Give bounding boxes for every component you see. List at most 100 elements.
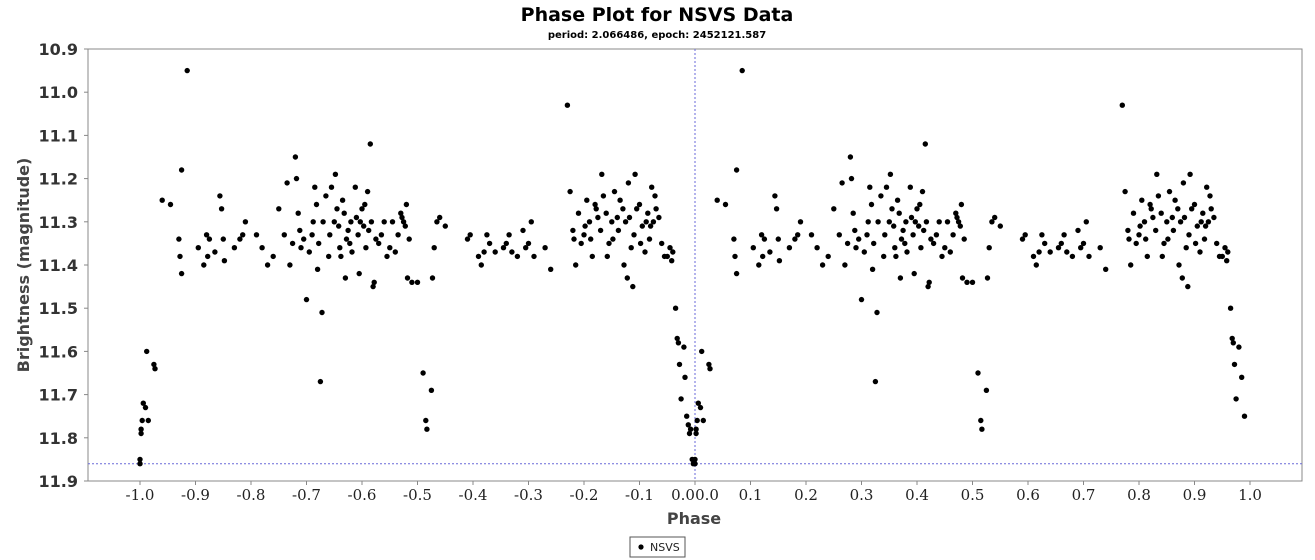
data-point xyxy=(1136,232,1142,238)
data-point xyxy=(926,279,932,285)
data-point xyxy=(359,206,365,212)
data-point xyxy=(850,210,856,216)
data-point xyxy=(664,253,670,260)
legend: NSVS xyxy=(629,536,686,558)
data-point xyxy=(897,275,904,281)
data-point xyxy=(403,201,410,208)
data-point xyxy=(1019,236,1026,242)
data-point xyxy=(964,279,970,285)
data-point xyxy=(681,344,687,350)
data-point xyxy=(672,305,679,311)
data-point xyxy=(366,227,372,234)
data-point xyxy=(1139,197,1145,203)
data-point xyxy=(670,249,676,255)
data-point xyxy=(1169,214,1176,221)
data-point xyxy=(1133,240,1139,247)
data-point xyxy=(348,219,354,225)
legend-box xyxy=(629,536,686,558)
data-point xyxy=(378,232,385,238)
data-point xyxy=(409,279,415,285)
data-point xyxy=(978,417,984,424)
data-point xyxy=(1078,245,1084,251)
data-point xyxy=(484,232,490,238)
data-point xyxy=(548,266,554,272)
x-tick-label: 0.8 xyxy=(1127,486,1151,504)
data-point xyxy=(706,361,712,368)
data-point xyxy=(621,262,627,268)
data-point xyxy=(864,232,870,238)
data-point xyxy=(852,227,858,234)
data-point xyxy=(739,67,745,74)
data-point xyxy=(958,201,965,208)
data-point xyxy=(253,232,260,238)
data-point xyxy=(1119,102,1126,108)
data-point xyxy=(506,232,512,238)
data-point xyxy=(1036,249,1042,255)
data-point xyxy=(292,154,299,160)
data-point xyxy=(620,206,626,212)
data-point xyxy=(1069,253,1076,260)
data-point xyxy=(878,193,884,199)
data-point xyxy=(571,236,577,242)
data-point xyxy=(1147,201,1153,208)
data-point xyxy=(564,102,571,108)
data-point xyxy=(442,223,448,229)
data-point xyxy=(1241,413,1248,419)
data-point xyxy=(808,232,815,238)
data-point xyxy=(1130,210,1137,216)
data-point xyxy=(872,378,879,385)
data-point xyxy=(1144,253,1151,260)
data-point xyxy=(921,227,927,234)
data-point xyxy=(732,253,738,260)
data-point xyxy=(912,219,918,225)
data-point xyxy=(786,245,793,251)
data-point xyxy=(1204,184,1210,190)
data-point xyxy=(1055,245,1062,251)
data-point xyxy=(773,206,780,212)
data-point xyxy=(814,245,820,251)
data-point xyxy=(467,232,473,238)
data-point xyxy=(317,378,324,385)
data-point xyxy=(1148,206,1154,212)
y-tick-label: 11.5 xyxy=(39,299,78,318)
data-point xyxy=(1201,236,1208,242)
data-point xyxy=(699,348,705,355)
data-point xyxy=(138,430,144,437)
data-point xyxy=(314,266,321,272)
data-point xyxy=(947,249,953,255)
data-point xyxy=(293,175,300,182)
data-point xyxy=(281,232,287,238)
data-point xyxy=(894,197,901,203)
data-point xyxy=(1083,219,1090,225)
data-point xyxy=(399,214,405,221)
data-point xyxy=(1205,219,1212,225)
x-tick-label: 0.3 xyxy=(850,486,874,504)
data-point xyxy=(975,370,981,376)
data-point xyxy=(653,206,659,212)
data-point xyxy=(819,262,826,268)
data-point xyxy=(1143,236,1149,242)
data-point xyxy=(1239,374,1245,380)
data-point xyxy=(907,184,913,190)
data-point xyxy=(606,240,612,247)
data-point xyxy=(589,253,595,260)
data-point xyxy=(1233,396,1239,402)
data-point xyxy=(1231,361,1238,368)
x-tick-label: -0.8 xyxy=(237,486,266,504)
data-point xyxy=(332,171,339,177)
data-point xyxy=(836,232,842,238)
data-point xyxy=(610,236,616,242)
data-point xyxy=(795,232,801,238)
data-point xyxy=(218,206,225,212)
data-point xyxy=(259,245,265,251)
data-point xyxy=(600,193,607,199)
x-tick-label: 0.5 xyxy=(961,486,985,504)
chart-title: Phase Plot for NSVS Data xyxy=(521,4,794,26)
data-point xyxy=(368,219,375,225)
data-point xyxy=(904,249,910,255)
x-tick-label: -0.2 xyxy=(570,486,599,504)
data-point xyxy=(634,206,640,212)
data-point xyxy=(270,253,276,260)
data-point xyxy=(367,141,373,147)
data-point xyxy=(400,219,407,225)
